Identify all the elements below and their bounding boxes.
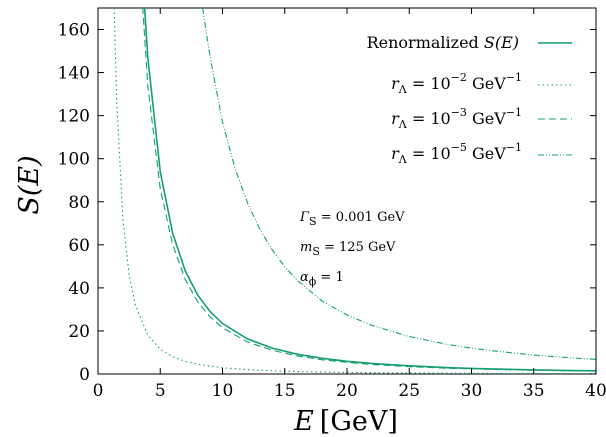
y-axis-title: S(E) [14, 155, 45, 214]
y-tick-label: 100 [58, 150, 90, 170]
parameter-annotations: ΓS = 0.001 GeV mS = 125 GeV αϕ = 1 [299, 210, 405, 288]
curve-r3 [142, 8, 596, 372]
x-tick-label: 10 [212, 381, 234, 401]
y-tick-label: 160 [58, 21, 90, 41]
y-tick-label: 80 [68, 193, 90, 213]
x-axis-unit: [GeV] [320, 406, 398, 437]
x-axis-title: E [GeV] [293, 406, 398, 437]
legend-entry-r2: rΛ = 10−2 GeV−1 [391, 71, 572, 96]
legend: Renormalized S(E) rΛ = 10−2 GeV−1 rΛ = 1… [367, 33, 572, 166]
x-tick-label: 15 [274, 381, 296, 401]
x-tick-label: 20 [336, 381, 358, 401]
svg-text:rΛ = 10−2 GeV−1: rΛ = 10−2 GeV−1 [391, 71, 522, 96]
svg-text:rΛ = 10−3 GeV−1: rΛ = 10−3 GeV−1 [391, 106, 522, 131]
legend-label-renorm-text: Renormalized [367, 33, 484, 52]
y-tick-label: 60 [68, 236, 90, 256]
legend-entry-renorm: Renormalized S(E) [367, 33, 572, 52]
legend-entry-r3: rΛ = 10−3 GeV−1 [391, 106, 572, 131]
curve-renorm [143, 8, 596, 372]
curve-r2 [113, 8, 596, 374]
plot-frame [97, 7, 597, 375]
annotation-gamma: ΓS = 0.001 GeV [299, 210, 405, 228]
annotation-alpha: αϕ = 1 [300, 270, 344, 288]
plot-frame-group [97, 7, 597, 375]
y-tick-label: 20 [68, 322, 90, 342]
x-axis-var: E [293, 406, 314, 437]
x-tick-label: 30 [461, 381, 483, 401]
y-tick-label: 120 [58, 107, 90, 127]
legend-entry-r5: rΛ = 10−5 GeV−1 [391, 141, 572, 166]
ticks: 0 5 10 15 20 25 30 35 40 0 20 40 60 80 100 120 140 160 [58, 8, 606, 401]
curve-r5 [202, 8, 596, 360]
y-tick-label: 40 [68, 279, 90, 299]
y-tick-label: 140 [58, 64, 90, 84]
x-tick-label: 40 [585, 381, 606, 401]
x-tick-label: 0 [93, 381, 104, 401]
svg-text:Renormalized S(E): Renormalized S(E) [367, 33, 519, 52]
y-tick-label: 0 [79, 365, 90, 385]
legend-label-renorm-var: S(E) [484, 33, 519, 52]
x-tick-label: 35 [523, 381, 545, 401]
x-tick-label: 25 [398, 381, 420, 401]
curves [113, 8, 596, 374]
svg-text:rΛ = 10−5 GeV−1: rΛ = 10−5 GeV−1 [391, 141, 522, 166]
annotation-mass: mS = 125 GeV [300, 240, 396, 258]
x-tick-label: 5 [155, 381, 166, 401]
